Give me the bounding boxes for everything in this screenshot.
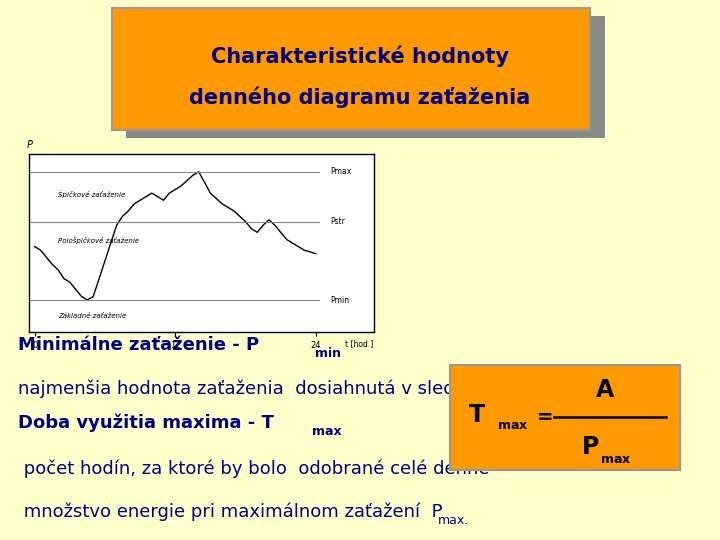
Text: $\mathbf{A}$: $\mathbf{A}$: [595, 378, 615, 402]
Text: max: max: [312, 426, 341, 438]
Text: min: min: [315, 347, 341, 360]
Text: Charakteristické hodnoty: Charakteristické hodnoty: [211, 46, 509, 68]
Text: denného diagramu zaťaženia: denného diagramu zaťaženia: [189, 86, 531, 108]
Text: Pstr: Pstr: [330, 217, 345, 226]
Text: Pmin: Pmin: [330, 295, 349, 305]
Text: $\mathbf{P}$: $\mathbf{P}$: [581, 435, 600, 458]
Text: počet hodín, za ktoré by bolo  odobrané celé denné: počet hodín, za ktoré by bolo odobrané c…: [18, 460, 490, 478]
Text: Základné zaťaženie: Základné zaťaženie: [58, 313, 126, 319]
Text: Pmax: Pmax: [330, 167, 351, 176]
FancyBboxPatch shape: [450, 364, 680, 470]
FancyBboxPatch shape: [126, 16, 605, 138]
Text: Pološpičkové zaťaženie: Pološpičkové zaťaženie: [58, 237, 139, 244]
Text: Minimálne zaťaženie - P: Minimálne zaťaženie - P: [18, 336, 259, 354]
Text: $\mathbf{T}$: $\mathbf{T}$: [468, 403, 486, 427]
Text: $\mathbf{max}$: $\mathbf{max}$: [497, 419, 528, 432]
Text: $\mathbf{max}$: $\mathbf{max}$: [600, 453, 631, 466]
Text: Špičkové zaťaženie: Špičkové zaťaženie: [58, 190, 125, 198]
Text: najmenšia hodnota zaťaženia  dosiahnutá v sledovanom dni: najmenšia hodnota zaťaženia dosiahnutá v…: [18, 380, 561, 398]
Text: Doba využitia maxima - T: Doba využitia maxima - T: [18, 414, 274, 432]
Text: t [hod.]: t [hod.]: [345, 339, 374, 348]
FancyBboxPatch shape: [112, 8, 590, 130]
Text: $\mathbf{=}$: $\mathbf{=}$: [533, 406, 553, 424]
Text: P: P: [27, 140, 33, 150]
Text: množstvo energie pri maximálnom zaťažení  P: množstvo energie pri maximálnom zaťažení…: [18, 503, 443, 521]
Text: max.: max.: [438, 514, 469, 526]
